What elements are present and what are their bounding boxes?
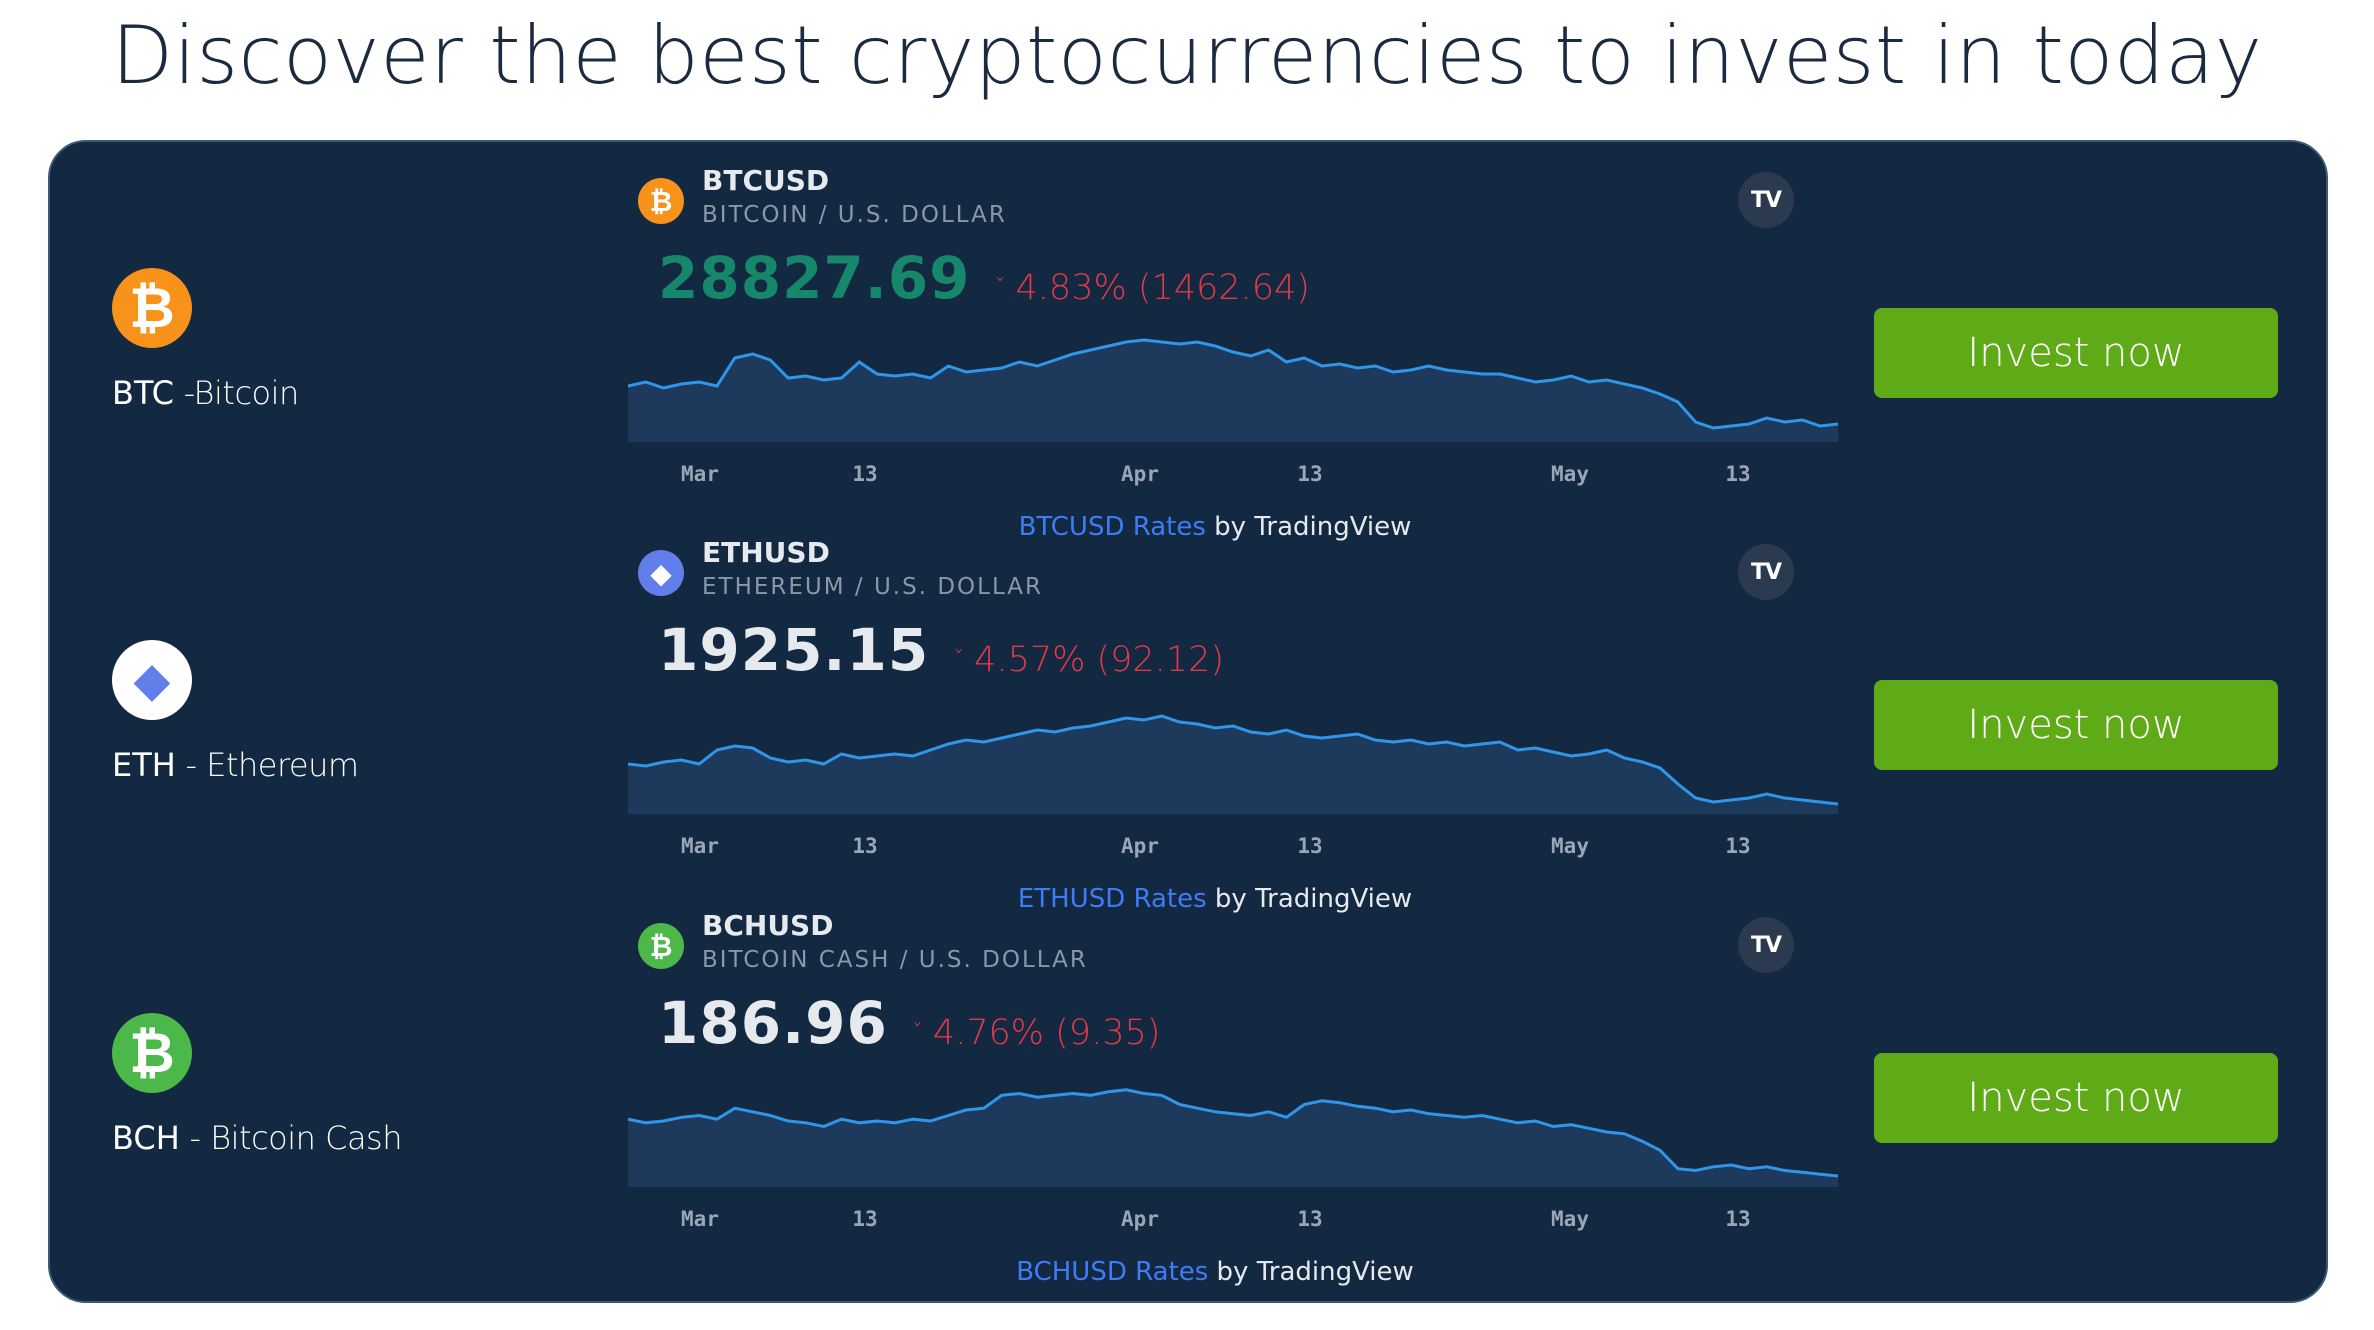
price-change: ˇ 4.76% (9.35) — [912, 1013, 1161, 1053]
bitcoin-cash-icon: ₿ — [112, 1013, 192, 1093]
x-axis-label: 13 — [1297, 1207, 1323, 1231]
sparkline-area — [628, 1089, 1838, 1187]
price-value: 28827.69 — [658, 244, 971, 312]
sparkline-line — [628, 714, 1838, 806]
ticker-description: BITCOIN CASH / U.S. DOLLAR — [702, 947, 1088, 973]
sparkline-chart[interactable] — [628, 332, 1838, 442]
sparkline-line — [628, 1088, 1838, 1178]
coin-full-name: - Bitcoin Cash — [179, 1119, 402, 1157]
bitcoin-icon: ₿ — [112, 268, 192, 348]
x-axis-label: May — [1551, 1207, 1589, 1231]
chevron-down-icon: ˇ — [953, 648, 965, 673]
tradingview-widget[interactable]: ◆ ETHUSD ETHEREUM / U.S. DOLLAR 1925.15 … — [580, 536, 1850, 914]
chevron-down-icon: ˇ — [994, 276, 1006, 301]
coin-full-name: - Ethereum — [175, 746, 360, 784]
coin-full-name: -Bitcoin — [173, 374, 300, 412]
x-axis-label: Apr — [1121, 834, 1159, 858]
invest-now-button[interactable]: Invest now — [1874, 680, 2278, 770]
x-axis-label: Mar — [681, 834, 719, 858]
invest-now-button[interactable]: Invest now — [1874, 308, 2278, 398]
bitcoin-cash-icon: ₿ — [638, 923, 684, 969]
x-axis-label: 13 — [1725, 462, 1751, 486]
page-title: Discover the best cryptocurrencies to in… — [111, 9, 2263, 102]
crypto-panel: ₿ BTC -Bitcoin ₿ BTCUSD BITCOIN / U.S. D… — [48, 140, 2328, 1303]
sparkline-area — [628, 716, 1838, 814]
coin-name: BTC -Bitcoin — [112, 374, 299, 412]
attribution-suffix: by TradingView — [1216, 1257, 1414, 1287]
ethereum-icon: ◆ — [112, 640, 192, 720]
x-axis-label: Mar — [681, 462, 719, 486]
price-value: 186.96 — [658, 989, 888, 1057]
price-change: ˇ 4.83% (1462.64) — [995, 268, 1310, 308]
ticker-symbol[interactable]: BCHUSD — [702, 909, 834, 942]
x-axis-label: 13 — [852, 834, 878, 858]
ticker-symbol[interactable]: ETHUSD — [702, 536, 830, 569]
attribution: BCHUSD Rates by TradingView — [580, 1257, 1850, 1287]
invest-now-button[interactable]: Invest now — [1874, 1053, 2278, 1143]
x-axis-label: Apr — [1121, 462, 1159, 486]
x-axis-label: Mar — [681, 1207, 719, 1231]
tradingview-widget[interactable]: ₿ BTCUSD BITCOIN / U.S. DOLLAR 28827.69 … — [580, 164, 1850, 542]
change-value: 4.57% (92.12) — [974, 640, 1224, 680]
coin-row-bch: ₿ BCH - Bitcoin Cash ₿ BCHUSD BITCOIN CA… — [50, 909, 2326, 1287]
coin-name: ETH - Ethereum — [112, 746, 359, 784]
sparkline-area — [628, 340, 1838, 442]
sparkline-chart[interactable] — [628, 1077, 1838, 1187]
coin-row-eth: ◆ ETH - Ethereum ◆ ETHUSD ETHEREUM / U.S… — [50, 536, 2326, 914]
ticker-description: BITCOIN / U.S. DOLLAR — [702, 202, 1007, 228]
tradingview-logo-icon[interactable]: TV — [1738, 172, 1794, 228]
bitcoin-icon: ₿ — [638, 178, 684, 224]
x-axis-label: May — [1551, 462, 1589, 486]
sparkline-line — [628, 338, 1838, 430]
x-axis-label: 13 — [1297, 462, 1323, 486]
attribution-suffix: by TradingView — [1214, 884, 1413, 914]
ticker-symbol[interactable]: BTCUSD — [702, 164, 830, 197]
coin-row-btc: ₿ BTC -Bitcoin ₿ BTCUSD BITCOIN / U.S. D… — [50, 164, 2326, 542]
x-axis-label: 13 — [1297, 834, 1323, 858]
x-axis-label: 13 — [1725, 834, 1751, 858]
x-axis-label: 13 — [852, 1207, 878, 1231]
change-value: 4.83% (1462.64) — [1015, 268, 1310, 308]
ticker-description: ETHEREUM / U.S. DOLLAR — [702, 574, 1044, 600]
rates-link[interactable]: ETHUSD Rates — [1017, 884, 1207, 914]
change-value: 4.76% (9.35) — [932, 1013, 1161, 1053]
rates-link[interactable]: BCHUSD Rates — [1016, 1257, 1209, 1287]
price-value: 1925.15 — [658, 616, 930, 684]
x-axis-label: Apr — [1121, 1207, 1159, 1231]
coin-name: BCH - Bitcoin Cash — [112, 1119, 403, 1157]
tradingview-logo-icon[interactable]: TV — [1738, 544, 1794, 600]
tradingview-widget[interactable]: ₿ BCHUSD BITCOIN CASH / U.S. DOLLAR 186.… — [580, 909, 1850, 1287]
coin-symbol: BTC — [112, 374, 174, 412]
attribution-suffix: by TradingView — [1214, 512, 1412, 542]
coin-symbol: ETH — [112, 746, 176, 784]
attribution: BTCUSD Rates by TradingView — [580, 512, 1850, 542]
x-axis-label: 13 — [852, 462, 878, 486]
sparkline-chart[interactable] — [628, 704, 1838, 814]
ethereum-icon: ◆ — [638, 550, 684, 596]
x-axis-label: 13 — [1725, 1207, 1751, 1231]
coin-symbol: BCH — [112, 1119, 180, 1157]
rates-link[interactable]: BTCUSD Rates — [1018, 512, 1206, 542]
attribution: ETHUSD Rates by TradingView — [580, 884, 1850, 914]
price-change: ˇ 4.57% (92.12) — [953, 640, 1224, 680]
chevron-down-icon: ˇ — [911, 1021, 923, 1046]
tradingview-logo-icon[interactable]: TV — [1738, 917, 1794, 973]
x-axis-label: May — [1551, 834, 1589, 858]
